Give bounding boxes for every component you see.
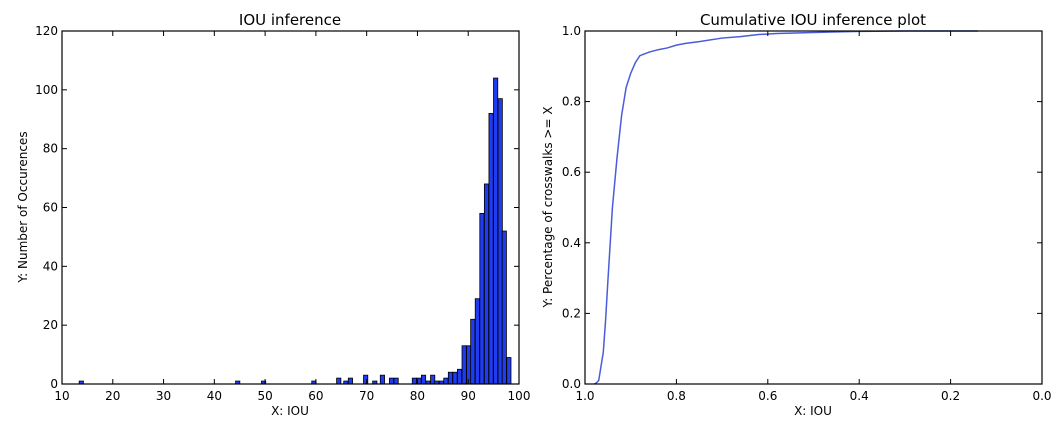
histogram-bar (430, 374, 436, 385)
cumulative-ytick-label: 0.0 (562, 377, 581, 391)
histogram-bar (421, 374, 427, 385)
histogram-xtick-label: 90 (461, 389, 476, 403)
histogram-bar (443, 377, 449, 385)
histogram-xtick-label: 10 (54, 389, 69, 403)
cumulative-ytick-label: 0.2 (562, 306, 581, 320)
histogram-bar (497, 98, 503, 385)
cumulative-ytick-label: 0.8 (562, 95, 581, 109)
histogram-bar (393, 377, 399, 385)
histogram-ytick-label: 80 (43, 142, 58, 156)
cumulative-axes-frame (584, 30, 1043, 385)
histogram-bar (474, 298, 480, 385)
histogram-xtick-label: 20 (105, 389, 120, 403)
histogram-title: IOU inference (239, 11, 341, 29)
histogram-bar (501, 230, 507, 385)
histogram-bar (411, 377, 417, 385)
histogram-ytick-label: 0 (50, 377, 58, 391)
histogram-bar (506, 357, 512, 385)
histogram-ytick-label: 120 (35, 24, 58, 38)
histogram-bar (347, 377, 353, 385)
histogram-bar (457, 368, 463, 385)
histogram-bar (479, 212, 485, 385)
histogram-bars (78, 77, 512, 385)
histogram-bar (336, 377, 342, 385)
histogram-xtick-label: 40 (207, 389, 222, 403)
histogram-ticks: 10 20 30 40 50 60 70 80 90 100 0 20 40 60 80 100 120 (35, 24, 530, 403)
histogram-bar (470, 318, 476, 385)
cumulative-ytick-label: 0.6 (562, 165, 581, 179)
histogram-xtick-label: 70 (359, 389, 374, 403)
histogram-ylabel: Y: Number of Occurences (16, 131, 30, 283)
cumulative-series-line (593, 30, 979, 385)
cumulative-ytick-label: 1.0 (562, 24, 581, 38)
histogram-bar (389, 377, 395, 385)
histogram-xlabel: X: IOU (271, 404, 309, 418)
cumulative-ylabel: Y: Percentage of crosswalks >= X (541, 106, 555, 308)
histogram-bar (461, 345, 467, 385)
histogram-ytick-label: 20 (43, 318, 58, 332)
cumulative-xtick-label: 0.4 (850, 389, 869, 403)
histogram-xtick-label: 50 (257, 389, 272, 403)
histogram-ytick-label: 100 (35, 83, 58, 97)
histogram-xtick-label: 30 (156, 389, 171, 403)
histogram-ytick-label: 60 (43, 201, 58, 215)
histogram-bar (466, 345, 472, 385)
histogram-bar (452, 371, 458, 385)
cumulative-xtick-label: 0.2 (941, 389, 960, 403)
histogram-bar (488, 112, 494, 385)
histogram-xtick-label: 80 (410, 389, 425, 403)
histogram-bar (447, 371, 453, 385)
histogram-ytick-label: 40 (43, 259, 58, 273)
cumulative-panel: Cumulative IOU inference plot 1.0 0.8 0.6 0… (541, 11, 1052, 418)
cumulative-xtick-label: 0.8 (667, 389, 686, 403)
cumulative-xlabel: X: IOU (794, 404, 832, 418)
histogram-bar (493, 77, 499, 385)
histogram-xtick-label: 60 (308, 389, 323, 403)
histogram-bar (483, 183, 490, 385)
histogram-bar (379, 374, 385, 385)
cumulative-ytick-label: 0.4 (562, 236, 581, 250)
histogram-axes-frame (61, 30, 520, 385)
cumulative-title: Cumulative IOU inference plot (700, 11, 926, 29)
cumulative-ticks: 1.0 0.8 0.6 0.4 0.2 0.0 0.0 0.2 0.4 0.6 0.8 1.0 (562, 24, 1052, 403)
cumulative-xtick-label: 0.0 (1032, 389, 1051, 403)
histogram-xtick-label: 100 (508, 389, 531, 403)
cumulative-xtick-label: 0.6 (758, 389, 777, 403)
cumulative-xtick-label: 1.0 (575, 389, 594, 403)
histogram-panel: IOU inference 10 20 30 40 50 60 70 80 90 100 0 20 40… (16, 11, 530, 418)
